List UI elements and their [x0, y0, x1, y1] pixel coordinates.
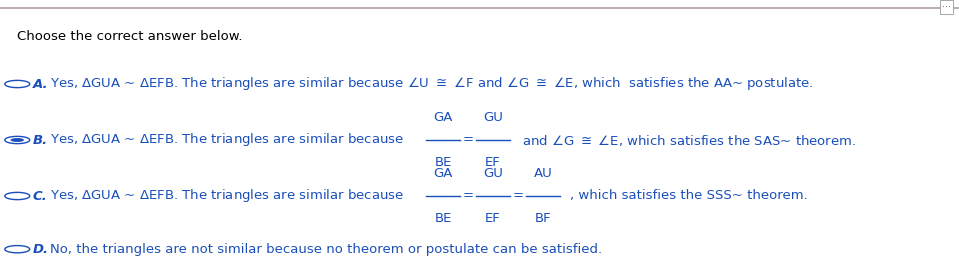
Text: GU: GU [483, 167, 503, 180]
Text: , which satisfies the SSS~ theorem.: , which satisfies the SSS~ theorem. [570, 190, 807, 202]
Text: GA: GA [433, 111, 453, 124]
Text: EF: EF [485, 212, 501, 225]
Text: BF: BF [534, 212, 551, 225]
Circle shape [11, 138, 24, 142]
Text: D.: D. [33, 243, 49, 256]
Text: Yes, $\Delta$GUA ~ $\Delta$EFB. The triangles are similar because: Yes, $\Delta$GUA ~ $\Delta$EFB. The tria… [50, 188, 404, 204]
Text: =: = [512, 190, 524, 202]
Text: =: = [462, 190, 474, 202]
Text: GA: GA [433, 167, 453, 180]
Text: EF: EF [485, 156, 501, 169]
Text: A.: A. [33, 78, 48, 90]
Text: Choose the correct answer below.: Choose the correct answer below. [17, 30, 243, 43]
Text: BE: BE [434, 156, 452, 169]
Text: and $\angle$G $\cong$ $\angle$E, which satisfies the SAS~ theorem.: and $\angle$G $\cong$ $\angle$E, which s… [522, 132, 855, 148]
Text: =: = [462, 134, 474, 146]
Text: GU: GU [483, 111, 503, 124]
Text: B.: B. [33, 134, 48, 146]
Text: AU: AU [533, 167, 552, 180]
Text: C.: C. [33, 190, 47, 202]
Text: Yes, $\Delta$GUA ~ $\Delta$EFB. The triangles are similar because $\angle$U $\co: Yes, $\Delta$GUA ~ $\Delta$EFB. The tria… [50, 76, 813, 92]
Text: ···: ··· [943, 2, 951, 12]
Text: BE: BE [434, 212, 452, 225]
Text: Yes, $\Delta$GUA ~ $\Delta$EFB. The triangles are similar because: Yes, $\Delta$GUA ~ $\Delta$EFB. The tria… [50, 132, 404, 148]
Text: No, the triangles are not similar because no theorem or postulate can be satisfi: No, the triangles are not similar becaus… [50, 243, 602, 256]
